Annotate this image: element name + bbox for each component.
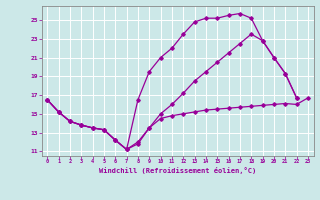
X-axis label: Windchill (Refroidissement éolien,°C): Windchill (Refroidissement éolien,°C): [99, 167, 256, 174]
